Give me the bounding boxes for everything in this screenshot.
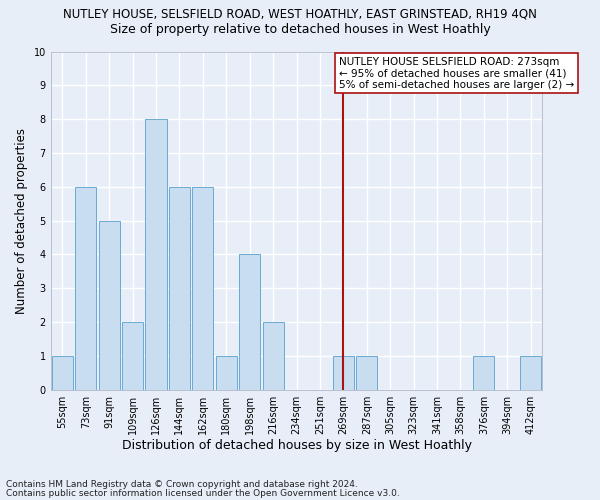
Text: NUTLEY HOUSE SELSFIELD ROAD: 273sqm
← 95% of detached houses are smaller (41)
5%: NUTLEY HOUSE SELSFIELD ROAD: 273sqm ← 95… [338, 56, 574, 90]
Bar [216, 356, 237, 390]
X-axis label: Distribution of detached houses by size in West Hoathly: Distribution of detached houses by size … [122, 440, 472, 452]
Bar [75, 187, 97, 390]
Bar [520, 356, 541, 390]
Bar [356, 356, 377, 390]
Bar [239, 254, 260, 390]
Bar [98, 220, 120, 390]
Bar [145, 119, 167, 390]
Text: NUTLEY HOUSE, SELSFIELD ROAD, WEST HOATHLY, EAST GRINSTEAD, RH19 4QN: NUTLEY HOUSE, SELSFIELD ROAD, WEST HOATH… [63, 8, 537, 20]
Text: Contains HM Land Registry data © Crown copyright and database right 2024.: Contains HM Land Registry data © Crown c… [6, 480, 358, 489]
Bar [333, 356, 354, 390]
Bar [122, 322, 143, 390]
Text: Size of property relative to detached houses in West Hoathly: Size of property relative to detached ho… [110, 22, 490, 36]
Bar [473, 356, 494, 390]
Bar [52, 356, 73, 390]
Text: Contains public sector information licensed under the Open Government Licence v3: Contains public sector information licen… [6, 490, 400, 498]
Y-axis label: Number of detached properties: Number of detached properties [15, 128, 28, 314]
Bar [263, 322, 284, 390]
Bar [169, 187, 190, 390]
Bar [193, 187, 214, 390]
